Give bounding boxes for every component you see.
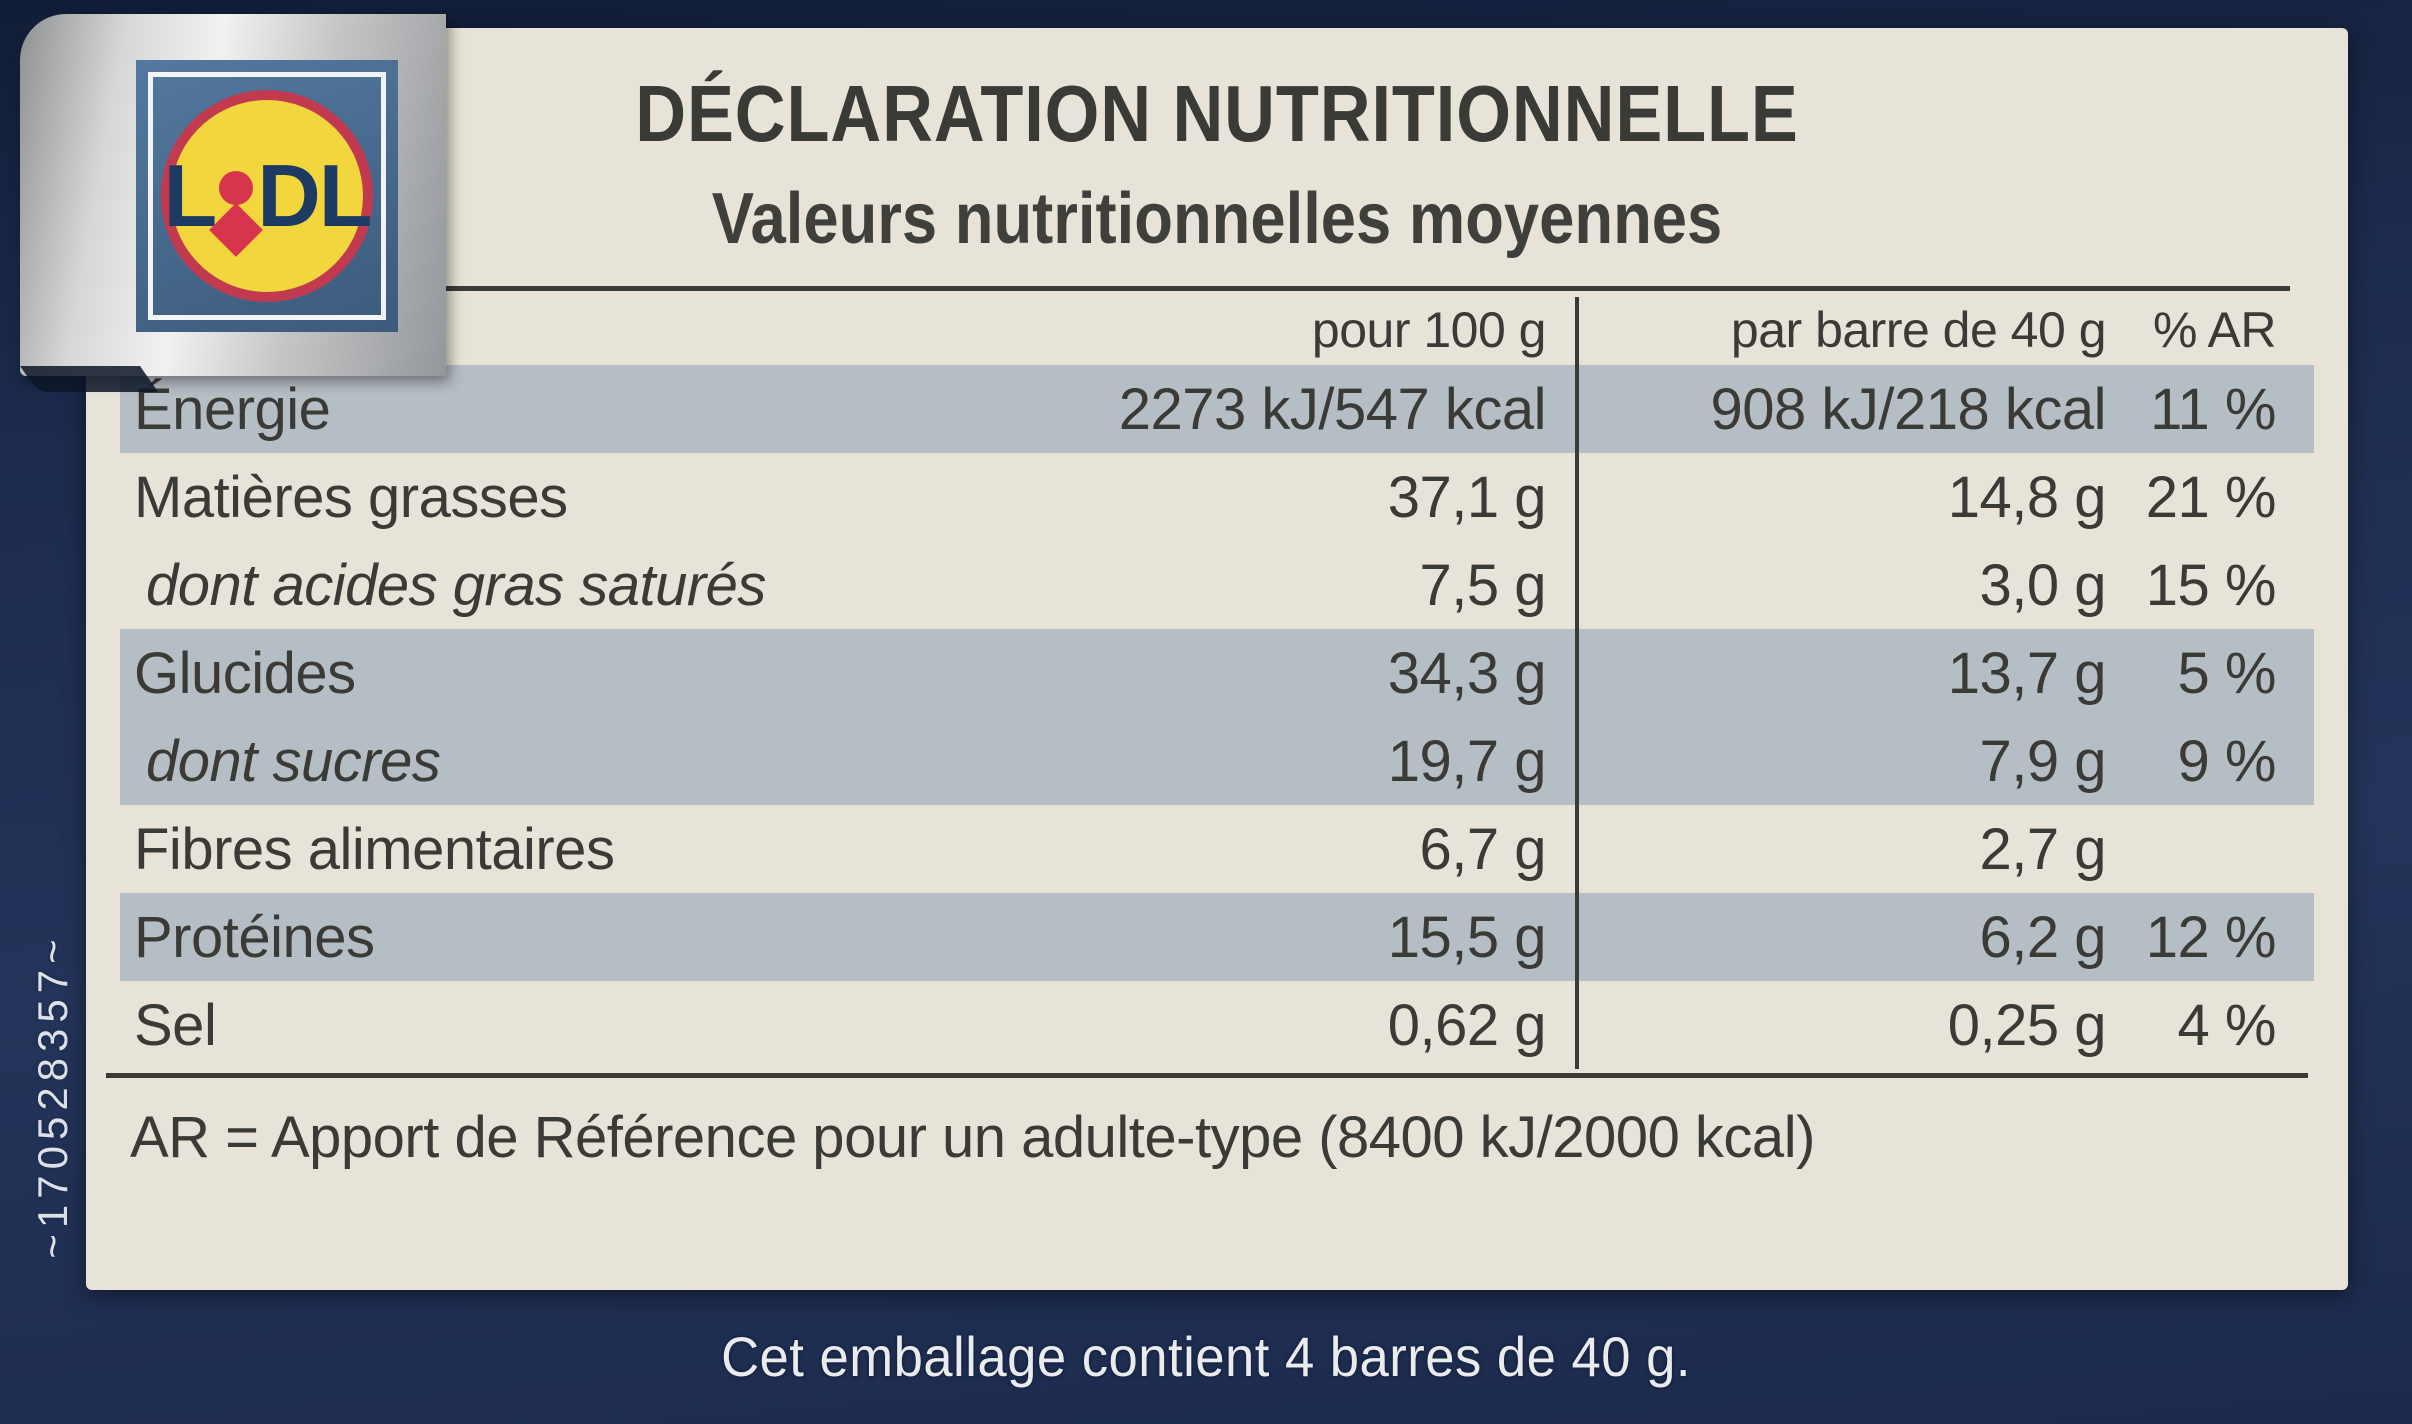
- value-per-100g: 37,1 g: [1387, 464, 1547, 530]
- logo-letters-dl: DL: [257, 146, 372, 245]
- table-row: Énergie 2273 kJ/547 kcal 908 kJ/218 kcal…: [120, 365, 2314, 453]
- nutrition-label: DÉCLARATION NUTRITIONNELLE Valeurs nutri…: [86, 28, 2348, 1290]
- value-per-bar: 2,7 g: [1979, 816, 2107, 882]
- value-percent-ar: 5 %: [2177, 640, 2277, 706]
- nutrition-table: pour 100 g par barre de 40 g % AR Énergi…: [106, 291, 2328, 1069]
- value-per-bar: 0,25 g: [1947, 992, 2107, 1058]
- table-row: Protéines 15,5 g 6,2 g 12 %: [120, 893, 2314, 981]
- i-dot-icon: [219, 171, 254, 205]
- ribbon-banner: L DL: [20, 14, 446, 376]
- value-per-bar: 14,8 g: [1947, 464, 2107, 530]
- value-per-bar: 908 kJ/218 kcal: [1710, 376, 2106, 442]
- table-row: dont sucres 19,7 g 7,9 g 9 %: [120, 717, 2314, 805]
- value-per-100g: 15,5 g: [1387, 904, 1547, 970]
- logo-wordmark: L DL: [163, 145, 373, 257]
- value-percent-ar: 4 %: [2177, 992, 2277, 1058]
- label-title: DÉCLARATION NUTRITIONNELLE: [635, 69, 1799, 158]
- header-per-bar: par barre de 40 g: [1730, 302, 2107, 358]
- nutrient-name: Fibres alimentaires: [134, 816, 615, 882]
- value-percent-ar: 15 %: [2145, 552, 2277, 618]
- nutrient-name: dont sucres: [146, 728, 441, 794]
- package-content-note: Cet emballage contient 4 barres de 40 g.: [721, 1325, 1691, 1388]
- nutrient-name: Glucides: [134, 640, 356, 706]
- nutrient-name: Matières grasses: [134, 464, 568, 530]
- value-per-100g: 7,5 g: [1419, 552, 1547, 618]
- value-per-bar: 13,7 g: [1947, 640, 2107, 706]
- table-row: dont acides gras saturés 7,5 g 3,0 g 15 …: [120, 541, 2314, 629]
- table-header-row: pour 100 g par barre de 40 g % AR: [120, 291, 2314, 365]
- header-per-100g: pour 100 g: [1311, 302, 1547, 358]
- lidl-logo: L DL: [136, 60, 398, 332]
- value-per-100g: 0,62 g: [1387, 992, 1547, 1058]
- table-row: Glucides 34,3 g 13,7 g 5 %: [120, 629, 2314, 717]
- logo-letter-l: L: [163, 146, 217, 245]
- value-per-100g: 34,3 g: [1387, 640, 1547, 706]
- value-per-100g: 2273 kJ/547 kcal: [1118, 376, 1547, 442]
- value-percent-ar: 11 %: [2150, 376, 2276, 442]
- value-percent-ar: 21 %: [2145, 464, 2277, 530]
- i-diamond-icon: [209, 203, 264, 257]
- table-row: Sel 0,62 g 0,25 g 4 %: [120, 981, 2314, 1069]
- nutrient-name: Énergie: [134, 376, 331, 442]
- value-per-bar: 6,2 g: [1979, 904, 2107, 970]
- table-row: Matières grasses 37,1 g 14,8 g 21 %: [120, 453, 2314, 541]
- value-per-bar: 3,0 g: [1979, 552, 2107, 618]
- logo-circle: L DL: [161, 90, 373, 302]
- nutrient-name: Protéines: [134, 904, 375, 970]
- nutrient-name: dont acides gras saturés: [146, 552, 766, 618]
- table-row: Fibres alimentaires 6,7 g 2,7 g: [120, 805, 2314, 893]
- reference-footnote: AR = Apport de Référence pour un adulte-…: [130, 1105, 1815, 1170]
- heading-rule: [320, 286, 2290, 291]
- value-per-100g: 6,7 g: [1419, 816, 1547, 882]
- column-divider: [1575, 297, 1579, 1069]
- value-per-100g: 19,7 g: [1387, 728, 1547, 794]
- table-bottom-rule: [106, 1073, 2308, 1078]
- side-print-code: ~170528357~: [29, 933, 76, 1259]
- value-percent-ar: 12 %: [2145, 904, 2277, 970]
- label-subtitle: Valeurs nutritionnelles moyennes: [711, 179, 1723, 259]
- logo-frame: [148, 72, 386, 320]
- value-per-bar: 7,9 g: [1979, 728, 2107, 794]
- label-heading: DÉCLARATION NUTRITIONNELLE Valeurs nutri…: [86, 28, 2348, 260]
- logo-letter-i-icon: [209, 171, 264, 257]
- nutrient-name: Sel: [134, 992, 217, 1058]
- header-percent-ar: % AR: [2152, 302, 2277, 358]
- value-percent-ar: 9 %: [2177, 728, 2277, 794]
